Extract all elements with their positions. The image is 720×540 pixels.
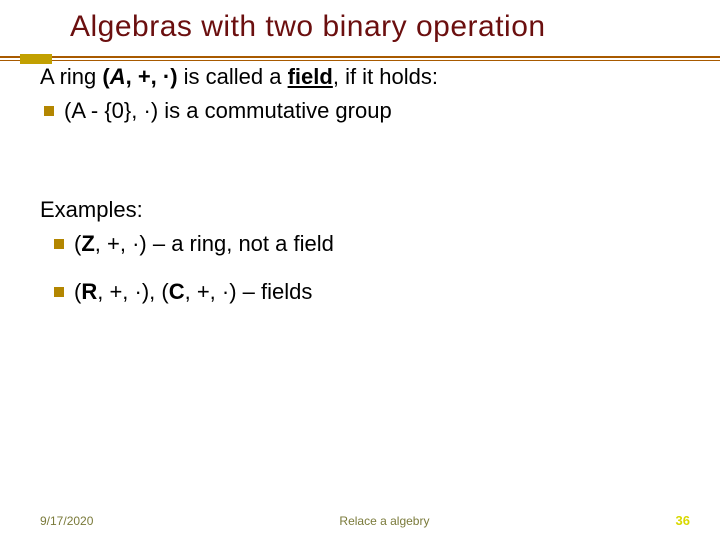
definition-prefix: A ring: [40, 64, 102, 89]
bullet-square-icon: [44, 106, 54, 116]
definition-structure-open: (: [102, 64, 109, 89]
example-2-text: (R, +, ·), (C, +, ·) – fields: [74, 277, 312, 307]
footer-center: Relace a algebry: [93, 514, 675, 528]
bullet-square-icon: [54, 239, 64, 249]
definition-term: field: [288, 64, 333, 89]
definition-line: A ring (A, +, ·) is called a field, if i…: [40, 62, 680, 92]
definition-structure-rest: , +, ·): [126, 64, 178, 89]
example-1-set: Z: [81, 231, 94, 256]
condition-text: (A - {0}, ·) is a commutative group: [64, 96, 392, 126]
example-spacer: [40, 263, 680, 277]
example-1-tail: , +, ·) – a ring, not a field: [95, 231, 334, 256]
footer-page-number: 36: [676, 513, 690, 528]
underline-bottom: [0, 60, 720, 61]
example-row-2: (R, +, ·), (C, +, ·) – fields: [50, 277, 680, 307]
example-row-1: (Z, +, ·) – a ring, not a field: [50, 229, 680, 259]
definition-suffix: , if it holds:: [333, 64, 438, 89]
underline-top: [0, 56, 720, 58]
bullet-square-icon: [54, 287, 64, 297]
title-underline: [0, 56, 720, 62]
examples-label: Examples:: [40, 195, 680, 225]
slide: Algebras with two binary operation A rin…: [0, 0, 720, 540]
slide-title: Algebras with two binary operation: [70, 10, 720, 44]
example-1-text: (Z, +, ·) – a ring, not a field: [74, 229, 334, 259]
definition-mid: is called a: [178, 64, 288, 89]
example-2-mid1: , +, ·), (: [97, 279, 169, 304]
example-2-set-R: R: [81, 279, 97, 304]
definition-structure-set: A: [110, 64, 126, 89]
title-bar: Algebras with two binary operation: [0, 0, 720, 44]
example-2-set-C: C: [169, 279, 185, 304]
footer: 9/17/2020 Relace a algebry 36: [0, 513, 720, 528]
content-area: A ring (A, +, ·) is called a field, if i…: [0, 44, 720, 306]
title-accent-box: [20, 54, 52, 64]
condition-bullet-row: (A - {0}, ·) is a commutative group: [40, 96, 680, 126]
example-2-mid2: , +, ·) – fields: [185, 279, 313, 304]
examples-block: Examples: (Z, +, ·) – a ring, not a fiel…: [40, 195, 680, 306]
footer-date: 9/17/2020: [40, 514, 93, 528]
